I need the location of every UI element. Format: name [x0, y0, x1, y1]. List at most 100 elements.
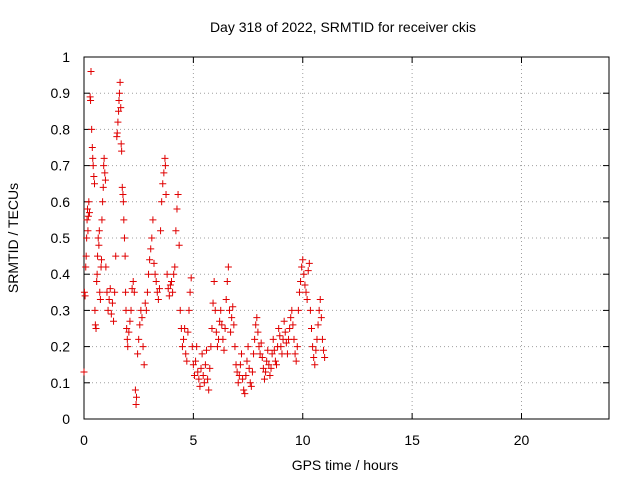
data-point — [223, 277, 231, 285]
data-point — [85, 198, 93, 206]
data-point — [166, 281, 174, 289]
y-tick-label: 0.1 — [51, 375, 71, 391]
data-point — [298, 263, 306, 271]
data-point — [110, 317, 118, 325]
data-point — [139, 343, 147, 351]
data-point — [136, 321, 144, 329]
data-point — [120, 234, 128, 242]
data-point — [245, 364, 253, 372]
data-point — [169, 288, 177, 296]
data-point — [304, 267, 312, 275]
data-point — [240, 386, 248, 394]
data-points — [80, 67, 329, 409]
data-point — [89, 154, 97, 162]
data-point — [129, 277, 137, 285]
data-point — [112, 252, 120, 260]
data-point — [266, 372, 274, 380]
data-point — [164, 285, 172, 293]
data-point — [127, 306, 135, 314]
data-point — [308, 325, 315, 332]
data-point — [306, 306, 314, 314]
data-point — [288, 306, 296, 314]
data-point — [117, 140, 125, 148]
data-point — [143, 288, 151, 296]
data-point — [124, 343, 132, 351]
data-point — [120, 216, 128, 224]
data-point — [104, 306, 112, 314]
data-point — [80, 288, 88, 296]
data-point — [132, 401, 140, 409]
data-point — [149, 216, 157, 224]
data-point — [206, 364, 214, 372]
data-point — [88, 125, 96, 133]
data-point — [178, 343, 186, 351]
data-point — [100, 154, 108, 162]
data-point — [118, 183, 126, 191]
x-axis-label: GPS time / hours — [292, 457, 399, 473]
data-point — [196, 382, 204, 390]
data-point — [310, 353, 318, 361]
data-point — [271, 357, 279, 365]
data-point — [213, 343, 221, 351]
data-point — [275, 325, 283, 332]
data-point — [252, 321, 260, 329]
data-point — [81, 292, 89, 300]
data-point — [163, 270, 171, 278]
data-point — [289, 321, 297, 329]
data-point — [162, 191, 170, 199]
data-point — [300, 270, 308, 278]
y-tick-label: 0.4 — [51, 266, 71, 282]
data-point — [111, 288, 119, 296]
data-point — [254, 328, 262, 336]
data-point — [128, 285, 136, 293]
data-point — [84, 227, 92, 235]
data-point — [99, 183, 107, 191]
data-point — [219, 335, 227, 343]
data-point — [98, 256, 105, 264]
data-point — [140, 361, 148, 369]
data-point — [238, 350, 245, 358]
chart-title: Day 318 of 2022, SRMTID for receiver cki… — [210, 19, 476, 35]
data-point — [282, 339, 290, 347]
data-point — [108, 299, 116, 307]
data-point — [80, 368, 88, 376]
data-point — [107, 310, 115, 318]
data-point — [100, 162, 108, 170]
y-tick-label: 0.3 — [51, 302, 71, 318]
data-point — [159, 180, 167, 188]
data-point — [205, 386, 213, 394]
data-point — [263, 357, 271, 365]
data-point — [273, 361, 280, 369]
data-point — [126, 317, 134, 325]
data-point — [118, 147, 126, 155]
data-point — [281, 328, 289, 336]
data-point — [153, 288, 161, 296]
data-point — [151, 270, 159, 278]
data-point — [141, 299, 149, 307]
plot-frame — [83, 56, 610, 420]
data-point — [186, 288, 194, 296]
data-point — [287, 314, 295, 322]
data-point — [142, 306, 150, 314]
data-point — [192, 357, 200, 365]
data-point — [259, 364, 267, 372]
data-point — [161, 162, 169, 170]
data-point — [283, 350, 291, 358]
data-point — [268, 350, 276, 358]
data-point — [203, 346, 210, 354]
data-point — [147, 245, 155, 253]
data-point — [190, 372, 198, 380]
data-point — [204, 375, 212, 383]
data-point — [146, 256, 154, 264]
data-point — [158, 198, 166, 206]
data-point — [84, 212, 92, 220]
data-point — [94, 234, 102, 242]
data-point — [184, 328, 192, 336]
data-point — [115, 96, 123, 104]
data-point — [83, 216, 91, 224]
data-point — [220, 346, 228, 354]
data-point — [303, 296, 311, 304]
data-point — [291, 350, 299, 358]
data-point — [305, 259, 313, 267]
